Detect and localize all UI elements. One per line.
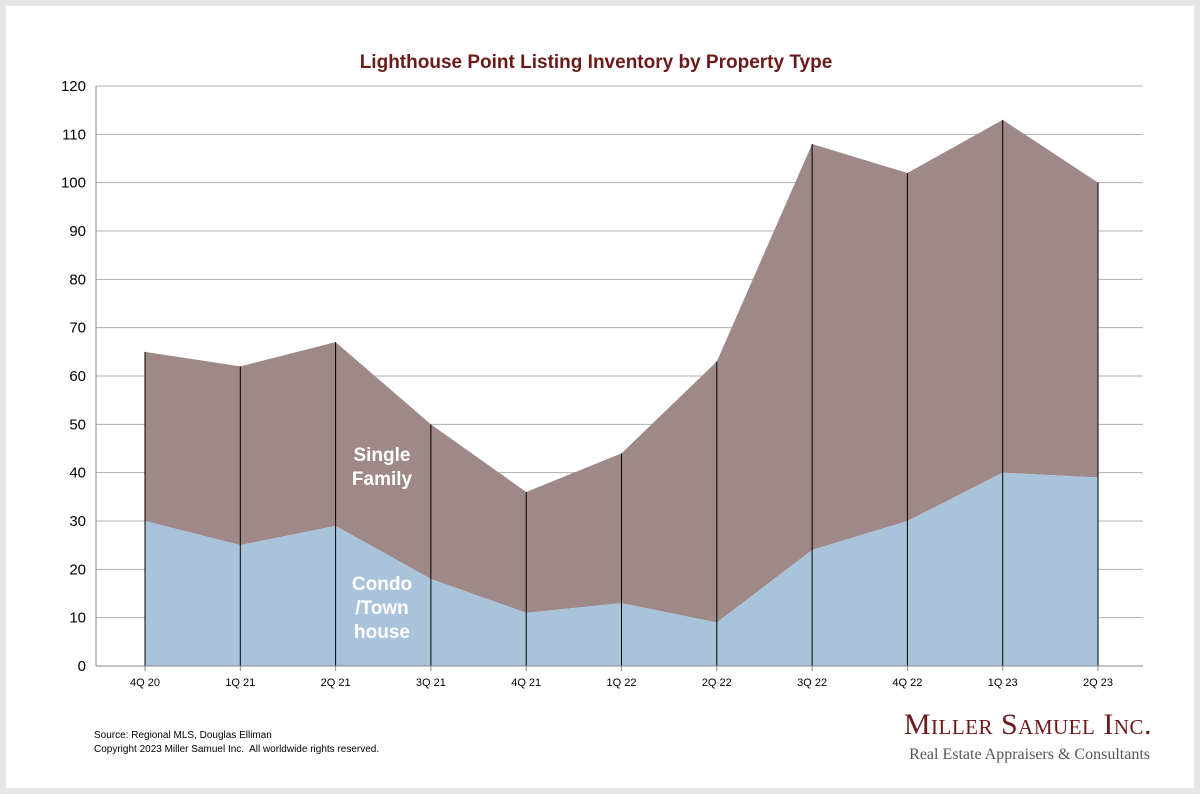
copyright-note: Copyright 2023 Miller Samuel Inc. All wo…: [94, 744, 380, 755]
x-tick-label: 4Q 21: [511, 677, 541, 689]
x-tick-label: 2Q 21: [321, 677, 351, 689]
single-family-label: Single: [353, 445, 410, 466]
x-tick-label: 1Q 23: [988, 677, 1018, 689]
x-tick-label: 2Q 23: [1083, 677, 1113, 689]
series-area-single-family: [145, 119, 1098, 623]
x-tick-label: 3Q 22: [797, 677, 827, 689]
brand-logo-tagline: Real Estate Appraisers & Consultants: [909, 746, 1150, 763]
y-tick-label: 50: [69, 416, 86, 433]
y-tick-label: 10: [69, 610, 86, 627]
x-tick-label: 4Q 20: [130, 677, 160, 689]
y-tick-label: 60: [69, 368, 86, 385]
series-area-condo: [145, 472, 1098, 666]
x-tick-label: 3Q 21: [416, 677, 446, 689]
x-tick-label: 4Q 22: [892, 677, 922, 689]
chart-title: Lighthouse Point Listing Inventory by Pr…: [360, 52, 833, 73]
condo-label: Condo: [352, 574, 412, 595]
y-tick-label: 40: [69, 465, 86, 482]
y-tick-label: 120: [61, 78, 86, 95]
chart: Lighthouse Point Listing Inventory by Pr…: [61, 52, 1143, 689]
brand-logo-name: Miller Samuel Inc.: [903, 708, 1152, 741]
x-tick-label: 1Q 21: [225, 677, 255, 689]
y-tick-label: 80: [69, 271, 86, 288]
drop-lines: [144, 119, 1099, 666]
chart-frame: Lighthouse Point Listing Inventory by Pr…: [6, 6, 1194, 788]
source-note: Source: Regional MLS, Douglas Elliman: [94, 730, 272, 741]
condo-label: /Town: [355, 598, 408, 619]
y-tick-label: 90: [69, 223, 86, 240]
y-tick-label: 70: [69, 320, 86, 337]
x-tick-label: 1Q 22: [607, 677, 637, 689]
axes: 0 10 20 30 40 50 60 70 80 90 100 110 120 4Q 20 1Q 21 2Q…: [61, 78, 1143, 689]
single-family-label: Family: [352, 469, 413, 490]
y-tick-label: 30: [69, 513, 86, 530]
condo-label: house: [354, 622, 410, 643]
y-tick-label: 100: [61, 175, 86, 192]
y-tick-label: 110: [62, 126, 86, 143]
area-labels: Single Family Condo/Town house: [352, 445, 413, 643]
areas: [145, 119, 1098, 666]
y-tick-label: 20: [69, 561, 86, 578]
y-tick-label: 0: [78, 658, 86, 675]
x-tick-label: 2Q 22: [702, 677, 732, 689]
